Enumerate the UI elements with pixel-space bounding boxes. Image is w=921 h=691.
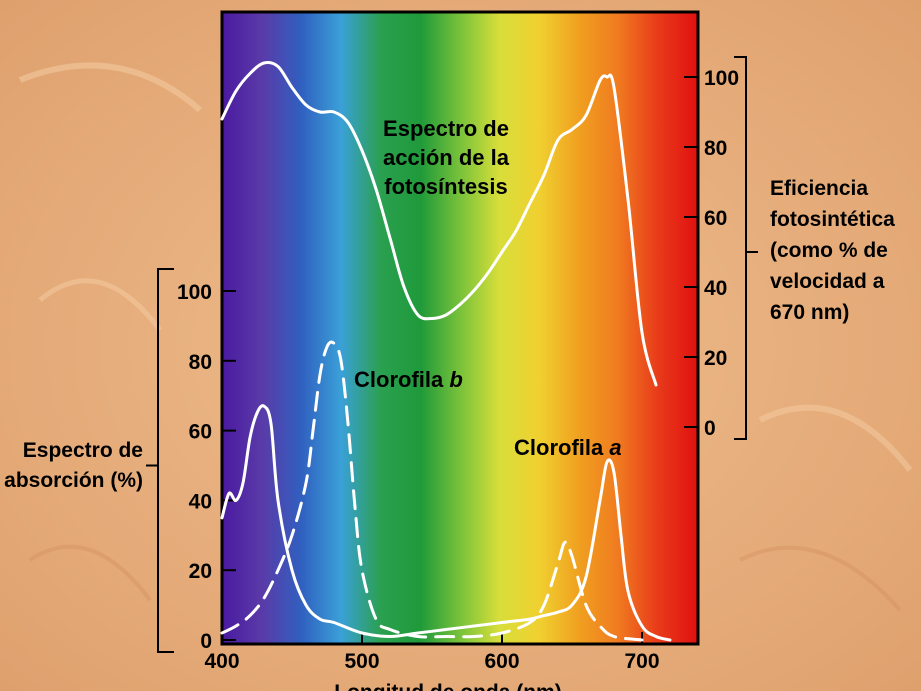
right-tick-label: 20 xyxy=(704,347,727,370)
x-tick-label: 500 xyxy=(344,650,379,673)
left-axis-bracket xyxy=(146,268,174,653)
x-tick-label: 600 xyxy=(484,650,519,673)
chart-labels: 400 500 600 700 0 20 40 60 80 100 0 20 40 60 80 100 Espe… xyxy=(4,67,895,691)
left-tick-label: 100 xyxy=(177,281,212,304)
chlorophyll-b-label: Clorofila b xyxy=(354,367,463,392)
chlorophyll-b-curve xyxy=(220,340,644,642)
left-tick-label: 40 xyxy=(189,490,212,513)
right-tick-label: 80 xyxy=(704,137,727,160)
left-tick-label: 60 xyxy=(189,421,212,444)
x-tick-label: 700 xyxy=(624,650,659,673)
x-tick-label: 400 xyxy=(204,650,239,673)
x-axis-title: Longitud de onda (nm) xyxy=(334,681,561,691)
left-tick-label: 0 xyxy=(200,630,212,653)
action-spectrum-curve xyxy=(220,60,658,387)
left-tick-label: 80 xyxy=(189,351,212,374)
right-axis-title: Eficiencia fotosintética (como % de velocid… xyxy=(770,177,895,324)
right-tick-label: 100 xyxy=(704,67,739,90)
right-tick-label: 0 xyxy=(704,417,716,440)
left-tick-label: 20 xyxy=(189,560,212,583)
right-axis-bracket xyxy=(734,56,758,440)
plot-frame xyxy=(220,10,700,646)
left-axis-title: Espectro de absorción (%) xyxy=(4,439,143,492)
right-tick-label: 60 xyxy=(704,207,727,230)
chlorophyll-a-label: Clorofila a xyxy=(514,435,622,460)
right-tick-label: 40 xyxy=(704,277,727,300)
action-spectrum-label: Espectro de acción de la fotosíntesis xyxy=(383,116,510,199)
data-curves xyxy=(220,60,672,642)
chlorophyll-a-curve xyxy=(220,404,672,642)
spectrum-plot-area xyxy=(222,12,698,644)
